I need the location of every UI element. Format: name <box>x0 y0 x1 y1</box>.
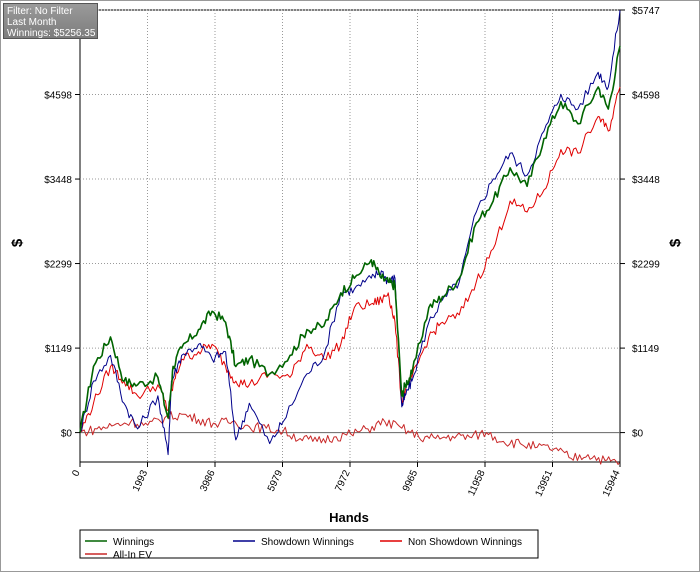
filter-label: Filter: No Filter <box>7 6 73 17</box>
legend-box <box>79 529 539 559</box>
legend-label-showdown-winnings: Showdown Winnings <box>261 537 354 548</box>
legend-label-non-showdown-winnings: Non Showdown Winnings <box>408 537 522 548</box>
grid-lines <box>80 9 620 462</box>
y-axis-label-right: $ <box>667 238 684 247</box>
y-tick-label-right: $3448 <box>632 175 660 186</box>
series-line-winnings <box>79 45 621 433</box>
filter-info-box: Filter: No Filter Last Month Winnings: $… <box>3 3 98 39</box>
y-tick-label-left: $1149 <box>45 344 73 355</box>
y-tick-label-left: $4598 <box>44 90 72 101</box>
series-line-showdown-winnings <box>79 9 621 456</box>
y-tick-label-right: $1149 <box>632 344 660 355</box>
y-tick-label-left: $3448 <box>44 175 72 186</box>
y-tick-label-right: $4598 <box>632 90 660 101</box>
y-axis-label-left: $ <box>9 238 26 247</box>
y-tick-label-right: $2299 <box>632 260 660 271</box>
y-tick-label-right: $0 <box>632 429 644 440</box>
legend-label-winnings: Winnings <box>113 537 154 548</box>
winnings-label: Winnings: $5256.35 <box>7 28 96 39</box>
legend-label-all-in-ev: All-In EV <box>113 550 152 561</box>
y-tick-label-left: $2299 <box>44 260 72 271</box>
y-tick-label-right: $5747 <box>632 6 660 17</box>
series-lines <box>79 9 621 465</box>
x-axis-label: Hands <box>329 510 369 525</box>
y-tick-label-left: $0 <box>61 429 73 440</box>
legend: Winnings Showdown Winnings Non Showdown Wi… <box>79 529 539 561</box>
period-label: Last Month <box>7 17 57 28</box>
x-tick-label: 0 <box>70 468 83 478</box>
